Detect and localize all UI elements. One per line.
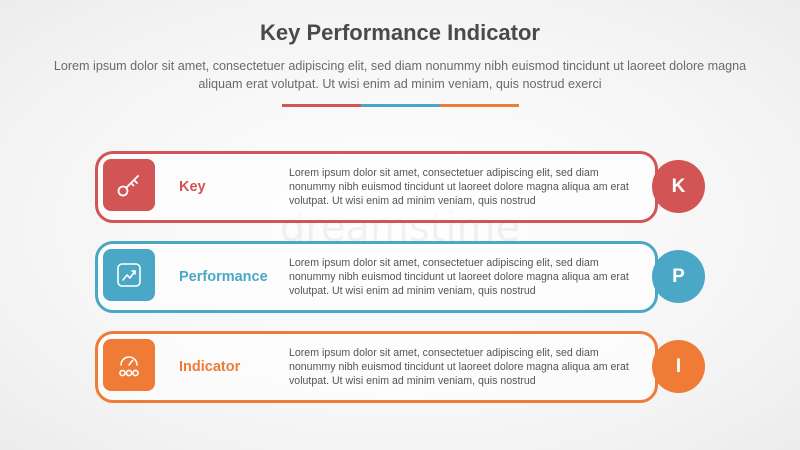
row-description: Lorem ipsum dolor sit amet, consectetuer… [289, 347, 629, 388]
letter-badge: P [652, 250, 705, 303]
chart-growth-icon [117, 263, 141, 287]
letter-badge: I [652, 340, 705, 393]
row-label: Indicator [179, 359, 241, 375]
divider-segment-1 [282, 104, 361, 107]
divider-segment-2 [361, 104, 440, 107]
row-frame [95, 241, 658, 313]
page-title: Key Performance Indicator [260, 20, 540, 45]
icon-tile [103, 159, 155, 211]
icon-tile [103, 249, 155, 301]
page-subtitle: Lorem ipsum dolor sit amet, consectetuer… [53, 59, 747, 91]
gauge-icon [119, 356, 139, 377]
row-description: Lorem ipsum dolor sit amet, consectetuer… [289, 257, 629, 298]
divider-segment-3 [440, 104, 519, 107]
icon-tile [103, 339, 155, 391]
key-icon [117, 175, 139, 197]
row-description: Lorem ipsum dolor sit amet, consectetuer… [289, 167, 629, 208]
letter-badge: K [652, 160, 705, 213]
row-label: Key [179, 179, 206, 195]
kpi-row-indicator: Indicator Lorem ipsum dolor sit amet, co… [95, 331, 707, 403]
row-frame [95, 151, 658, 223]
row-label: Performance [179, 269, 268, 285]
kpi-row-performance: Performance Lorem ipsum dolor sit amet, … [95, 241, 707, 313]
kpi-row-key: Key Lorem ipsum dolor sit amet, consecte… [95, 151, 707, 223]
